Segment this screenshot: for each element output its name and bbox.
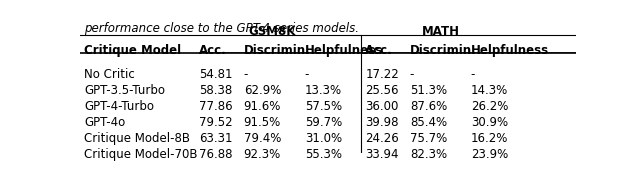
Text: 36.00: 36.00 [365,100,399,113]
Text: 58.38: 58.38 [199,84,232,97]
Text: Acc.: Acc. [365,44,393,57]
Text: 85.4%: 85.4% [410,116,447,129]
Text: 75.7%: 75.7% [410,132,447,145]
Text: Helpfulness: Helpfulness [305,44,383,57]
Text: Critique Model: Critique Model [84,44,181,57]
Text: Critique Model-70B: Critique Model-70B [84,148,198,161]
Text: 25.56: 25.56 [365,84,399,97]
Text: Discrimin.: Discrimin. [410,44,477,57]
Text: -: - [471,68,476,81]
Text: Helpfulness: Helpfulness [471,44,549,57]
Text: 63.31: 63.31 [199,132,232,145]
Text: 76.88: 76.88 [199,148,232,161]
Text: -: - [410,68,414,81]
Text: 51.3%: 51.3% [410,84,447,97]
Text: MATH: MATH [422,25,460,38]
Text: 77.86: 77.86 [199,100,233,113]
Text: 17.22: 17.22 [365,68,399,81]
Text: 23.9%: 23.9% [471,148,508,161]
Text: 79.4%: 79.4% [244,132,281,145]
Text: 55.3%: 55.3% [305,148,342,161]
Text: performance close to the GPT-4 series models.: performance close to the GPT-4 series mo… [84,22,359,35]
Text: GPT-4-Turbo: GPT-4-Turbo [84,100,154,113]
Text: 39.98: 39.98 [365,116,399,129]
Text: No Critic: No Critic [84,68,134,81]
Text: 54.81: 54.81 [199,68,232,81]
Text: 91.5%: 91.5% [244,116,281,129]
Text: Discrimin.: Discrimin. [244,44,310,57]
Text: 30.9%: 30.9% [471,116,508,129]
Text: GSM8K: GSM8K [249,25,296,38]
Text: 91.6%: 91.6% [244,100,281,113]
Text: GPT-4o: GPT-4o [84,116,125,129]
Text: 14.3%: 14.3% [471,84,508,97]
Text: 13.3%: 13.3% [305,84,342,97]
Text: GPT-3.5-Turbo: GPT-3.5-Turbo [84,84,165,97]
Text: 16.2%: 16.2% [471,132,508,145]
Text: 87.6%: 87.6% [410,100,447,113]
Text: Critique Model-8B: Critique Model-8B [84,132,190,145]
Text: 57.5%: 57.5% [305,100,342,113]
Text: 31.0%: 31.0% [305,132,342,145]
Text: -: - [244,68,248,81]
Text: -: - [305,68,309,81]
Text: 82.3%: 82.3% [410,148,447,161]
Text: 62.9%: 62.9% [244,84,281,97]
Text: Acc.: Acc. [199,44,227,57]
Text: 92.3%: 92.3% [244,148,281,161]
Text: 24.26: 24.26 [365,132,399,145]
Text: 26.2%: 26.2% [471,100,508,113]
Text: 59.7%: 59.7% [305,116,342,129]
Text: 79.52: 79.52 [199,116,233,129]
Text: 33.94: 33.94 [365,148,399,161]
